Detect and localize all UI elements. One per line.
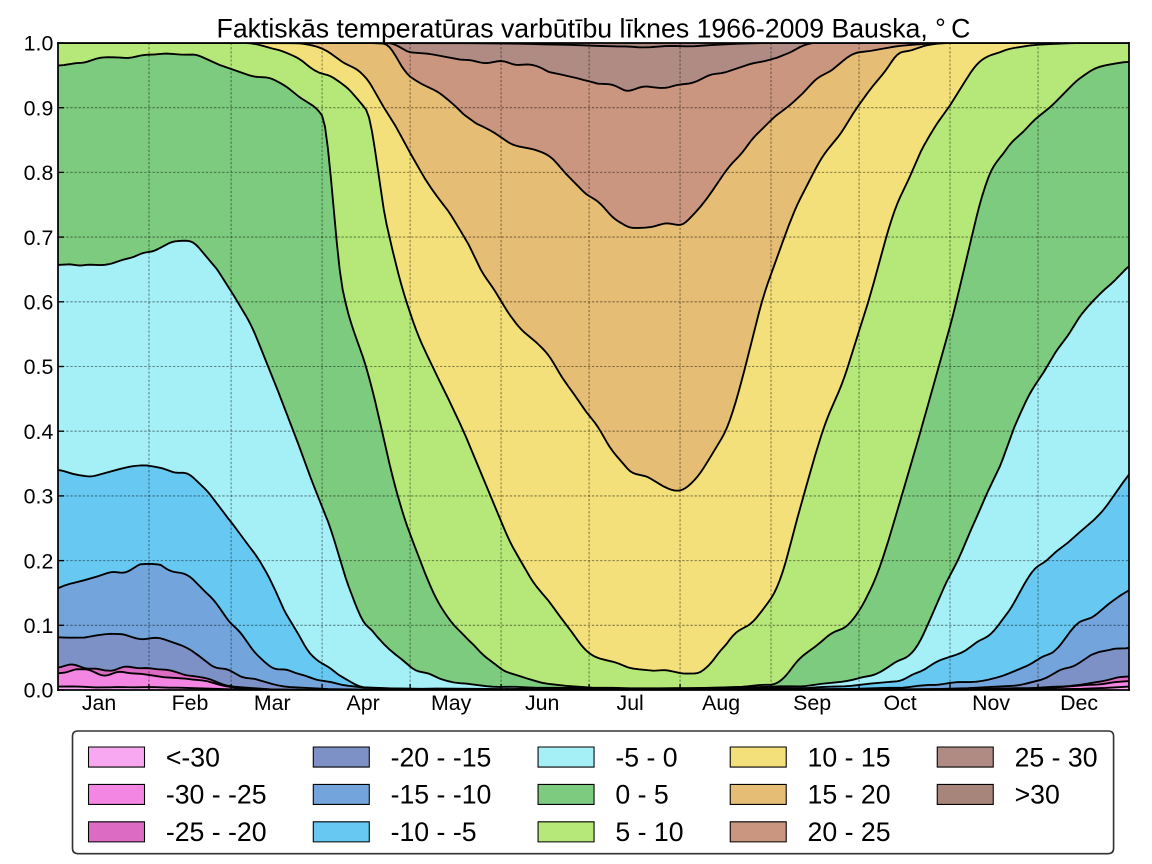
svg-text:5 - 10: 5 - 10 — [615, 817, 683, 847]
svg-text:Oct: Oct — [884, 691, 917, 715]
svg-text:Faktiskās temperatūras varbūtī: Faktiskās temperatūras varbūtību līknes … — [217, 13, 971, 43]
svg-text:0.5: 0.5 — [24, 355, 54, 379]
svg-text:0.9: 0.9 — [24, 96, 54, 120]
svg-text:-15 - -10: -15 - -10 — [391, 780, 492, 810]
svg-text:Sep: Sep — [793, 691, 831, 715]
svg-text:-20 - -15: -20 - -15 — [391, 742, 492, 772]
svg-text:0.6: 0.6 — [24, 291, 54, 315]
svg-text:Jul: Jul — [617, 691, 644, 715]
svg-text:0.3: 0.3 — [24, 485, 54, 509]
svg-text:<-30: <-30 — [166, 742, 220, 772]
svg-text:Jun: Jun — [525, 691, 559, 715]
svg-text:15 - 20: 15 - 20 — [808, 780, 891, 810]
svg-text:-5 - 0: -5 - 0 — [615, 742, 677, 772]
svg-text:20 - 25: 20 - 25 — [808, 817, 891, 847]
svg-text:Feb: Feb — [172, 691, 209, 715]
svg-text:0 - 5: 0 - 5 — [615, 780, 668, 810]
svg-text:-25 - -20: -25 - -20 — [166, 817, 267, 847]
svg-text:0.7: 0.7 — [24, 226, 54, 250]
svg-text:Jan: Jan — [82, 691, 116, 715]
svg-text:Dec: Dec — [1060, 691, 1098, 715]
svg-text:Nov: Nov — [972, 691, 1010, 715]
svg-text:>30: >30 — [1015, 780, 1060, 810]
svg-text:0.4: 0.4 — [24, 420, 54, 444]
svg-text:25 - 30: 25 - 30 — [1015, 742, 1098, 772]
svg-text:10 - 15: 10 - 15 — [808, 742, 891, 772]
svg-text:-30 - -25: -30 - -25 — [166, 780, 267, 810]
svg-text:0.8: 0.8 — [24, 161, 54, 185]
svg-text:1.0: 1.0 — [24, 32, 54, 56]
svg-text:May: May — [431, 691, 472, 715]
svg-text:0.0: 0.0 — [24, 679, 54, 703]
svg-text:Apr: Apr — [347, 691, 380, 715]
svg-text:0.2: 0.2 — [24, 549, 54, 573]
svg-text:Mar: Mar — [254, 691, 291, 715]
svg-text:0.1: 0.1 — [24, 614, 54, 638]
svg-text:Aug: Aug — [702, 691, 740, 715]
svg-text:-10 - -5: -10 - -5 — [391, 817, 477, 847]
